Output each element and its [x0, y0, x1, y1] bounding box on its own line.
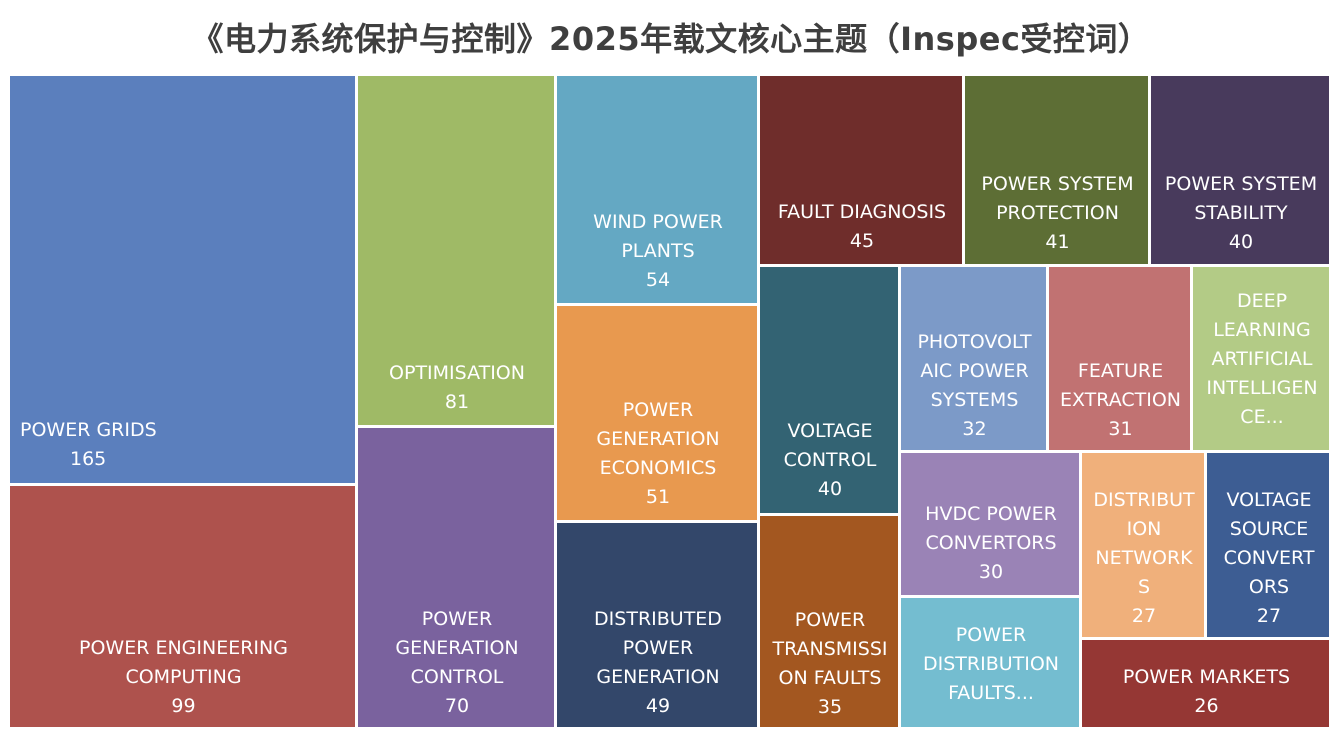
treemap-value: 35 — [817, 696, 843, 718]
treemap-label: HVDC POWER CONVERTORS — [925, 503, 1057, 554]
treemap-label: POWER TRANSMISSI ON FAULTS — [772, 609, 888, 689]
treemap-value: 26 — [1194, 695, 1219, 717]
treemap-label: DEEP LEARNING ARTIFICIAL INTELLIGEN CE..… — [1206, 290, 1318, 428]
treemap-cell: HVDC POWER CONVERTORS 30 — [901, 453, 1082, 598]
treemap-cell: VOLTAGE CONTROL 40 — [760, 267, 901, 516]
treemap-cell: DISTRIBUTED POWER GENERATION 49 — [557, 523, 760, 730]
treemap-value: 81 — [444, 391, 470, 413]
treemap-cell: POWER GENERATION ECONOMICS 51 — [557, 306, 760, 523]
chart-title: 《电力系统保护与控制》2025年载文核心主题（Inspec受控词） — [191, 20, 1151, 58]
treemap-value: 99 — [171, 695, 196, 717]
treemap-label: POWER GENERATION ECONOMICS — [596, 399, 720, 479]
treemap-value: 40 — [817, 478, 843, 500]
treemap-cell: POWER SYSTEM PROTECTION 41 — [965, 76, 1151, 267]
treemap-cell: POWER ENGINEERING COMPUTING 99 — [10, 486, 358, 730]
treemap-cell: POWER TRANSMISSI ON FAULTS 35 — [760, 516, 901, 730]
treemap-cell: VOLTAGE SOURCE CONVERT ORS 27 — [1207, 453, 1332, 640]
treemap-value: 54 — [645, 269, 671, 291]
treemap-value: 165 — [70, 448, 107, 470]
treemap-cell: FAULT DIAGNOSIS 45 — [760, 76, 965, 267]
treemap-label: DISTRIBUTED POWER GENERATION — [594, 608, 722, 688]
treemap-cell: POWER SYSTEM STABILITY 40 — [1151, 76, 1332, 267]
treemap-label: PHOTOVOLT AIC POWER SYSTEMS — [917, 331, 1032, 411]
treemap-cell: WIND POWER PLANTS 54 — [557, 76, 760, 306]
treemap-value: 70 — [444, 695, 470, 717]
treemap-label: VOLTAGE CONTROL — [783, 420, 877, 471]
treemap-value: 45 — [849, 230, 875, 252]
treemap-value: 27 — [1256, 605, 1282, 627]
treemap-label: DISTRIBUT ION NETWORK S — [1093, 489, 1195, 598]
treemap-cell: POWER GRIDS 165 — [10, 76, 358, 486]
treemap-label: POWER GRIDS — [20, 419, 157, 441]
treemap-value: 30 — [978, 561, 1004, 583]
treemap-cell: POWER DISTRIBUTION FAULTS... — [901, 598, 1082, 730]
treemap-label: POWER GENERATION CONTROL — [395, 608, 519, 688]
treemap-label: POWER SYSTEM STABILITY — [1164, 173, 1318, 224]
treemap-value: 51 — [645, 486, 671, 508]
treemap-cell: DISTRIBUT ION NETWORK S 27 — [1082, 453, 1207, 640]
treemap-value: 40 — [1228, 231, 1254, 253]
treemap-cell: DEEP LEARNING ARTIFICIAL INTELLIGEN CE..… — [1193, 267, 1332, 453]
treemap-label: POWER MARKETS — [1122, 666, 1291, 688]
treemap-value: 32 — [962, 418, 987, 440]
treemap-label: WIND POWER PLANTS — [593, 211, 723, 262]
treemap-cell: PHOTOVOLT AIC POWER SYSTEMS 32 — [901, 267, 1049, 453]
treemap-value: 41 — [1045, 231, 1070, 253]
treemap-label: FAULT DIAGNOSIS — [777, 201, 947, 223]
treemap-cell: POWER GENERATION CONTROL 70 — [358, 428, 557, 730]
treemap-label: OPTIMISATION — [389, 362, 525, 384]
treemap-cell: OPTIMISATION 81 — [358, 76, 557, 428]
treemap-value: 49 — [645, 695, 671, 717]
treemap-value: 31 — [1108, 418, 1133, 440]
treemap-label: POWER ENGINEERING COMPUTING — [79, 637, 288, 688]
treemap-label: VOLTAGE SOURCE CONVERT ORS — [1223, 489, 1315, 598]
treemap-label: POWER SYSTEM PROTECTION — [981, 173, 1134, 224]
treemap-cell: POWER MARKETS 26 — [1082, 640, 1332, 730]
treemap-cell: FEATURE EXTRACTION 31 — [1049, 267, 1193, 453]
treemap-label: POWER DISTRIBUTION FAULTS... — [922, 624, 1060, 704]
treemap-label: FEATURE EXTRACTION — [1059, 360, 1182, 411]
treemap-value: 27 — [1131, 605, 1157, 627]
